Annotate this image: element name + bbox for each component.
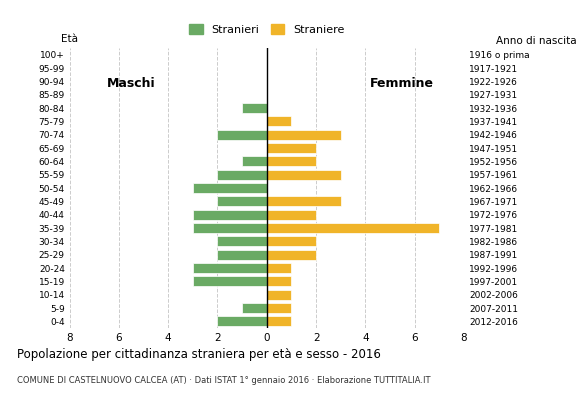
- Bar: [267, 236, 316, 246]
- Bar: [242, 303, 267, 313]
- Bar: [267, 303, 291, 313]
- Text: Anno di nascita: Anno di nascita: [496, 36, 577, 46]
- Text: Femmine: Femmine: [371, 77, 434, 90]
- Bar: [242, 103, 267, 113]
- Bar: [267, 130, 340, 140]
- Bar: [267, 170, 340, 180]
- Bar: [218, 236, 267, 246]
- Text: Maschi: Maschi: [107, 77, 155, 90]
- Bar: [193, 183, 267, 193]
- Bar: [267, 263, 291, 273]
- Bar: [267, 210, 316, 220]
- Bar: [193, 210, 267, 220]
- Bar: [193, 276, 267, 286]
- Bar: [267, 276, 291, 286]
- Bar: [193, 223, 267, 233]
- Bar: [218, 196, 267, 206]
- Legend: Stranieri, Straniere: Stranieri, Straniere: [185, 20, 349, 39]
- Bar: [267, 143, 316, 153]
- Bar: [267, 316, 291, 326]
- Text: Età: Età: [61, 34, 78, 44]
- Bar: [267, 250, 316, 260]
- Bar: [218, 250, 267, 260]
- Bar: [267, 156, 316, 166]
- Bar: [267, 116, 291, 126]
- Bar: [267, 196, 340, 206]
- Text: Popolazione per cittadinanza straniera per età e sesso - 2016: Popolazione per cittadinanza straniera p…: [17, 348, 381, 361]
- Bar: [218, 130, 267, 140]
- Bar: [218, 316, 267, 326]
- Bar: [267, 223, 439, 233]
- Bar: [242, 156, 267, 166]
- Bar: [218, 170, 267, 180]
- Text: COMUNE DI CASTELNUOVO CALCEA (AT) · Dati ISTAT 1° gennaio 2016 · Elaborazione TU: COMUNE DI CASTELNUOVO CALCEA (AT) · Dati…: [17, 376, 431, 385]
- Bar: [267, 290, 291, 300]
- Bar: [193, 263, 267, 273]
